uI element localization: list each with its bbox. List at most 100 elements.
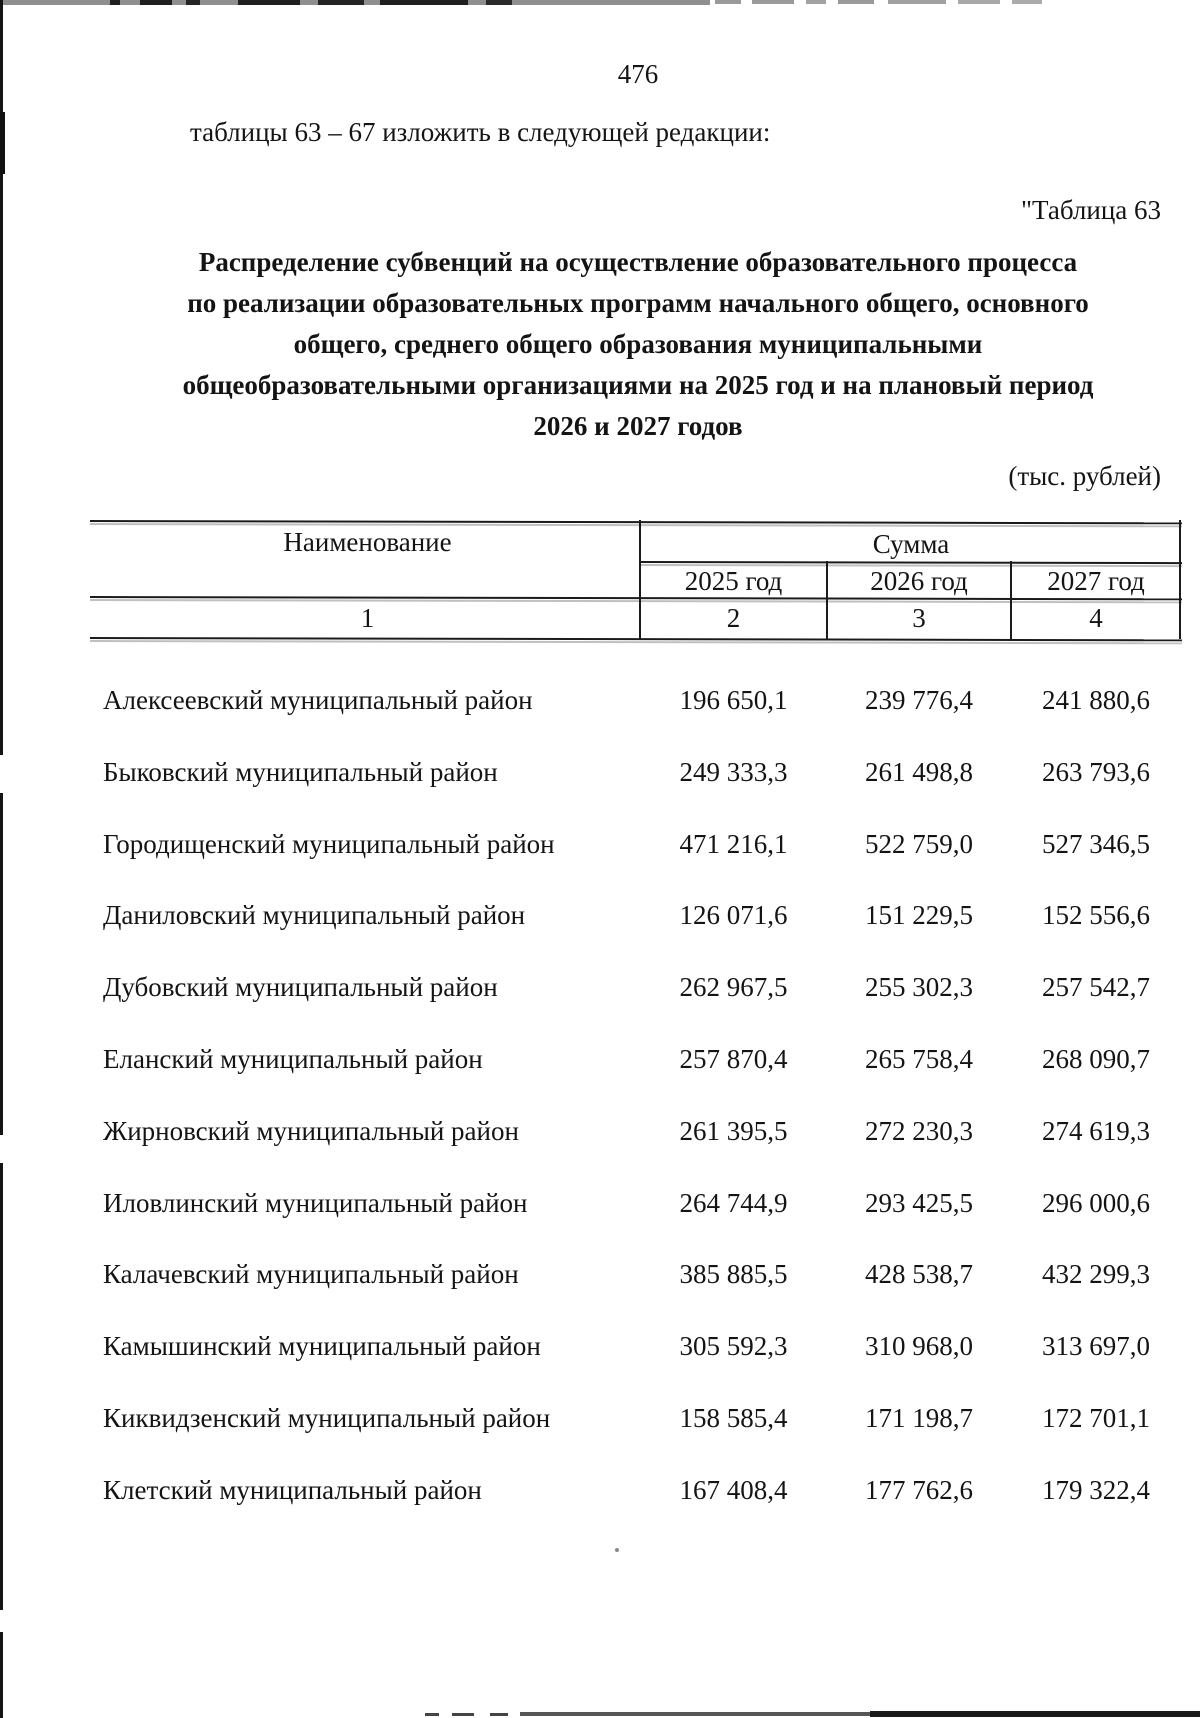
table-row: Еланский муниципальный район 257 870,4 2…	[95, 1043, 1181, 1083]
scan-artifact-top-dash	[715, 0, 741, 4]
value-2025: 249 333,3	[679, 757, 788, 787]
column-number-1: 1	[360, 603, 375, 633]
value-2026: 177 762,6	[865, 1475, 973, 1505]
scan-artifact-top-dash	[1012, 0, 1042, 4]
value-2027: 179 322,4	[1042, 1475, 1150, 1505]
scan-artifact-top-dash	[486, 0, 512, 5]
value-2026: 522 759,0	[865, 829, 973, 859]
table-row: Городищенский муниципальный район 471 21…	[95, 828, 1181, 868]
table-row: Жирновский муниципальный район 261 395,5…	[95, 1115, 1181, 1155]
table-divider-name-sum	[639, 520, 641, 639]
value-2025: 167 408,4	[679, 1475, 788, 1505]
value-2026: 272 230,3	[865, 1116, 973, 1146]
table-row: Клетский муниципальный район 167 408,4 1…	[95, 1474, 1181, 1514]
scan-artifact-top-dash	[958, 0, 1000, 4]
value-2026: 310 968,0	[865, 1331, 973, 1361]
district-name: Клетский муниципальный район	[103, 1475, 482, 1505]
table-row: Быковский муниципальный район 249 333,3 …	[95, 756, 1181, 796]
district-name: Киквидзенский муниципальный район	[103, 1403, 551, 1433]
table-border-top	[89, 520, 1182, 525]
value-2025: 126 071,6	[679, 900, 788, 930]
scan-artifact-left-gap	[0, 1135, 4, 1163]
table-row: Алексеевский муниципальный район 196 650…	[95, 684, 1181, 724]
table-row: Даниловский муниципальный район 126 071,…	[95, 899, 1181, 939]
scan-artifact-top-dash	[888, 0, 946, 4]
value-2027: 274 619,3	[1042, 1116, 1150, 1146]
column-header-2026: 2026 год	[870, 566, 968, 596]
scan-artifact-top-dash	[752, 0, 794, 4]
scan-artifact-top-dash	[110, 0, 120, 5]
value-2027: 527 346,5	[1042, 829, 1150, 859]
value-2027: 296 000,6	[1042, 1188, 1150, 1218]
table-label: "Таблица 63	[1021, 195, 1161, 225]
table-row: Иловлинский муниципальный район 264 744,…	[95, 1187, 1181, 1227]
value-2025: 158 585,4	[679, 1403, 788, 1433]
table-divider-2025-2026	[826, 561, 828, 639]
value-2026: 239 776,4	[865, 685, 973, 715]
district-name: Городищенский муниципальный район	[103, 829, 555, 859]
column-number-2: 2	[726, 603, 741, 633]
value-2025: 471 216,1	[679, 829, 788, 859]
value-2026: 293 425,5	[865, 1188, 973, 1218]
scan-artifact-top-dash	[238, 0, 300, 5]
value-2025: 305 592,3	[679, 1331, 788, 1361]
title-line: по реализации образовательных программ н…	[187, 288, 1089, 318]
value-2027: 241 880,6	[1042, 685, 1150, 715]
scan-artifact-bottom-dark	[870, 1711, 1200, 1717]
table-row: Камышинский муниципальный район 305 592,…	[95, 1330, 1181, 1370]
value-2027: 313 697,0	[1042, 1331, 1150, 1361]
value-2025: 261 395,5	[679, 1116, 788, 1146]
intro-text: таблицы 63 – 67 изложить в следующей ред…	[190, 117, 771, 147]
district-name: Дубовский муниципальный район	[103, 972, 498, 1002]
value-2025: 385 885,5	[679, 1259, 788, 1289]
table-divider-2026-2027	[1010, 561, 1012, 639]
table-row: Киквидзенский муниципальный район 158 58…	[95, 1402, 1181, 1442]
value-2025: 264 744,9	[679, 1188, 788, 1218]
scan-artifact-top-dash	[140, 0, 172, 5]
scan-artifact-top-dash	[806, 0, 826, 4]
district-name: Алексеевский муниципальный район	[103, 685, 533, 715]
value-2025: 262 967,5	[679, 972, 788, 1002]
title-line: Распределение субвенций на осуществление…	[198, 247, 1078, 277]
scan-artifact-speck	[615, 1548, 619, 1552]
district-name: Еланский муниципальный район	[103, 1044, 483, 1074]
value-2027: 172 701,1	[1042, 1403, 1150, 1433]
column-number-4: 4	[1089, 603, 1103, 633]
scan-artifact-top-dash	[318, 0, 364, 5]
value-2026: 151 229,5	[865, 900, 973, 930]
table-row: Дубовский муниципальный район 262 967,5 …	[95, 971, 1181, 1011]
table-border-under-numbers	[89, 637, 1182, 642]
page-number: 476	[617, 59, 659, 89]
table-border-right	[1179, 520, 1181, 639]
scan-artifact-top-dash	[380, 0, 468, 5]
scan-artifact-top-dash	[838, 0, 874, 4]
value-2026: 265 758,4	[865, 1044, 973, 1074]
scan-artifact-top-dash	[186, 0, 200, 5]
district-name: Иловлинский муниципальный район	[103, 1188, 528, 1218]
title-line: общего, среднего общего образования муни…	[293, 329, 983, 359]
value-2027: 268 090,7	[1042, 1044, 1150, 1074]
district-name: Камышинский муниципальный район	[103, 1331, 541, 1361]
value-2027: 432 299,3	[1042, 1259, 1150, 1289]
value-2027: 152 556,6	[1042, 900, 1150, 930]
value-2025: 257 870,4	[679, 1044, 788, 1074]
scan-artifact-bottom-dash	[490, 1713, 508, 1716]
column-header-sum-group: Сумма	[872, 529, 950, 559]
document-title: Распределение субвенций на осуществление…	[95, 242, 1181, 447]
district-name: Быковский муниципальный район	[103, 757, 498, 787]
scan-artifact-left-strip	[0, 0, 3, 1718]
column-number-3: 3	[912, 603, 926, 633]
value-2026: 428 538,7	[865, 1259, 973, 1289]
value-2027: 257 542,7	[1042, 972, 1150, 1002]
units-note: (тыс. рублей)	[1008, 461, 1161, 491]
district-name: Жирновский муниципальный район	[103, 1116, 519, 1146]
value-2027: 263 793,6	[1042, 757, 1150, 787]
scan-artifact-bottom-dash	[425, 1713, 439, 1716]
table-border-under-group	[639, 561, 1183, 565]
district-name: Даниловский муниципальный район	[103, 900, 526, 930]
column-header-2027: 2027 год	[1047, 566, 1145, 596]
value-2026: 261 498,8	[865, 757, 973, 787]
title-line: общеобразовательными организациями на 20…	[182, 370, 1094, 400]
title-line: 2026 и 2027 годов	[533, 411, 743, 441]
